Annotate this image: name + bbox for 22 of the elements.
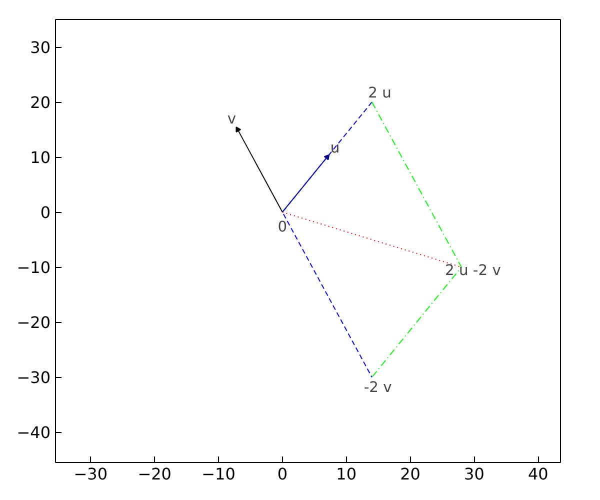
x-tick-label: −30: [74, 464, 108, 484]
y-tick-label: 0: [40, 203, 51, 222]
x-tick-label: 0: [277, 464, 288, 484]
y-tick-label: 20: [30, 93, 50, 112]
y-tick-label: 30: [30, 38, 50, 58]
y-tick-label: −40: [16, 423, 50, 442]
x-tick-label: 30: [464, 464, 484, 484]
x-tick-label: 10: [336, 464, 357, 484]
x-tick-label: 40: [528, 464, 548, 484]
y-tick-label: −20: [16, 313, 50, 332]
y-tick-label: 10: [30, 148, 50, 168]
annotation: 2 u: [368, 84, 392, 102]
x-tick-label: −20: [138, 464, 172, 484]
x-tick-label: 20: [400, 464, 420, 484]
annotation: u: [330, 139, 340, 156]
y-tick-label: −10: [16, 258, 50, 278]
annotation: 0: [278, 218, 288, 236]
annotation: -2 v: [364, 379, 392, 396]
annotation: v: [227, 110, 236, 128]
x-tick-label: −10: [202, 464, 236, 484]
annotation: 2 u -2 v: [445, 262, 502, 280]
y-tick-label: −30: [16, 368, 50, 388]
